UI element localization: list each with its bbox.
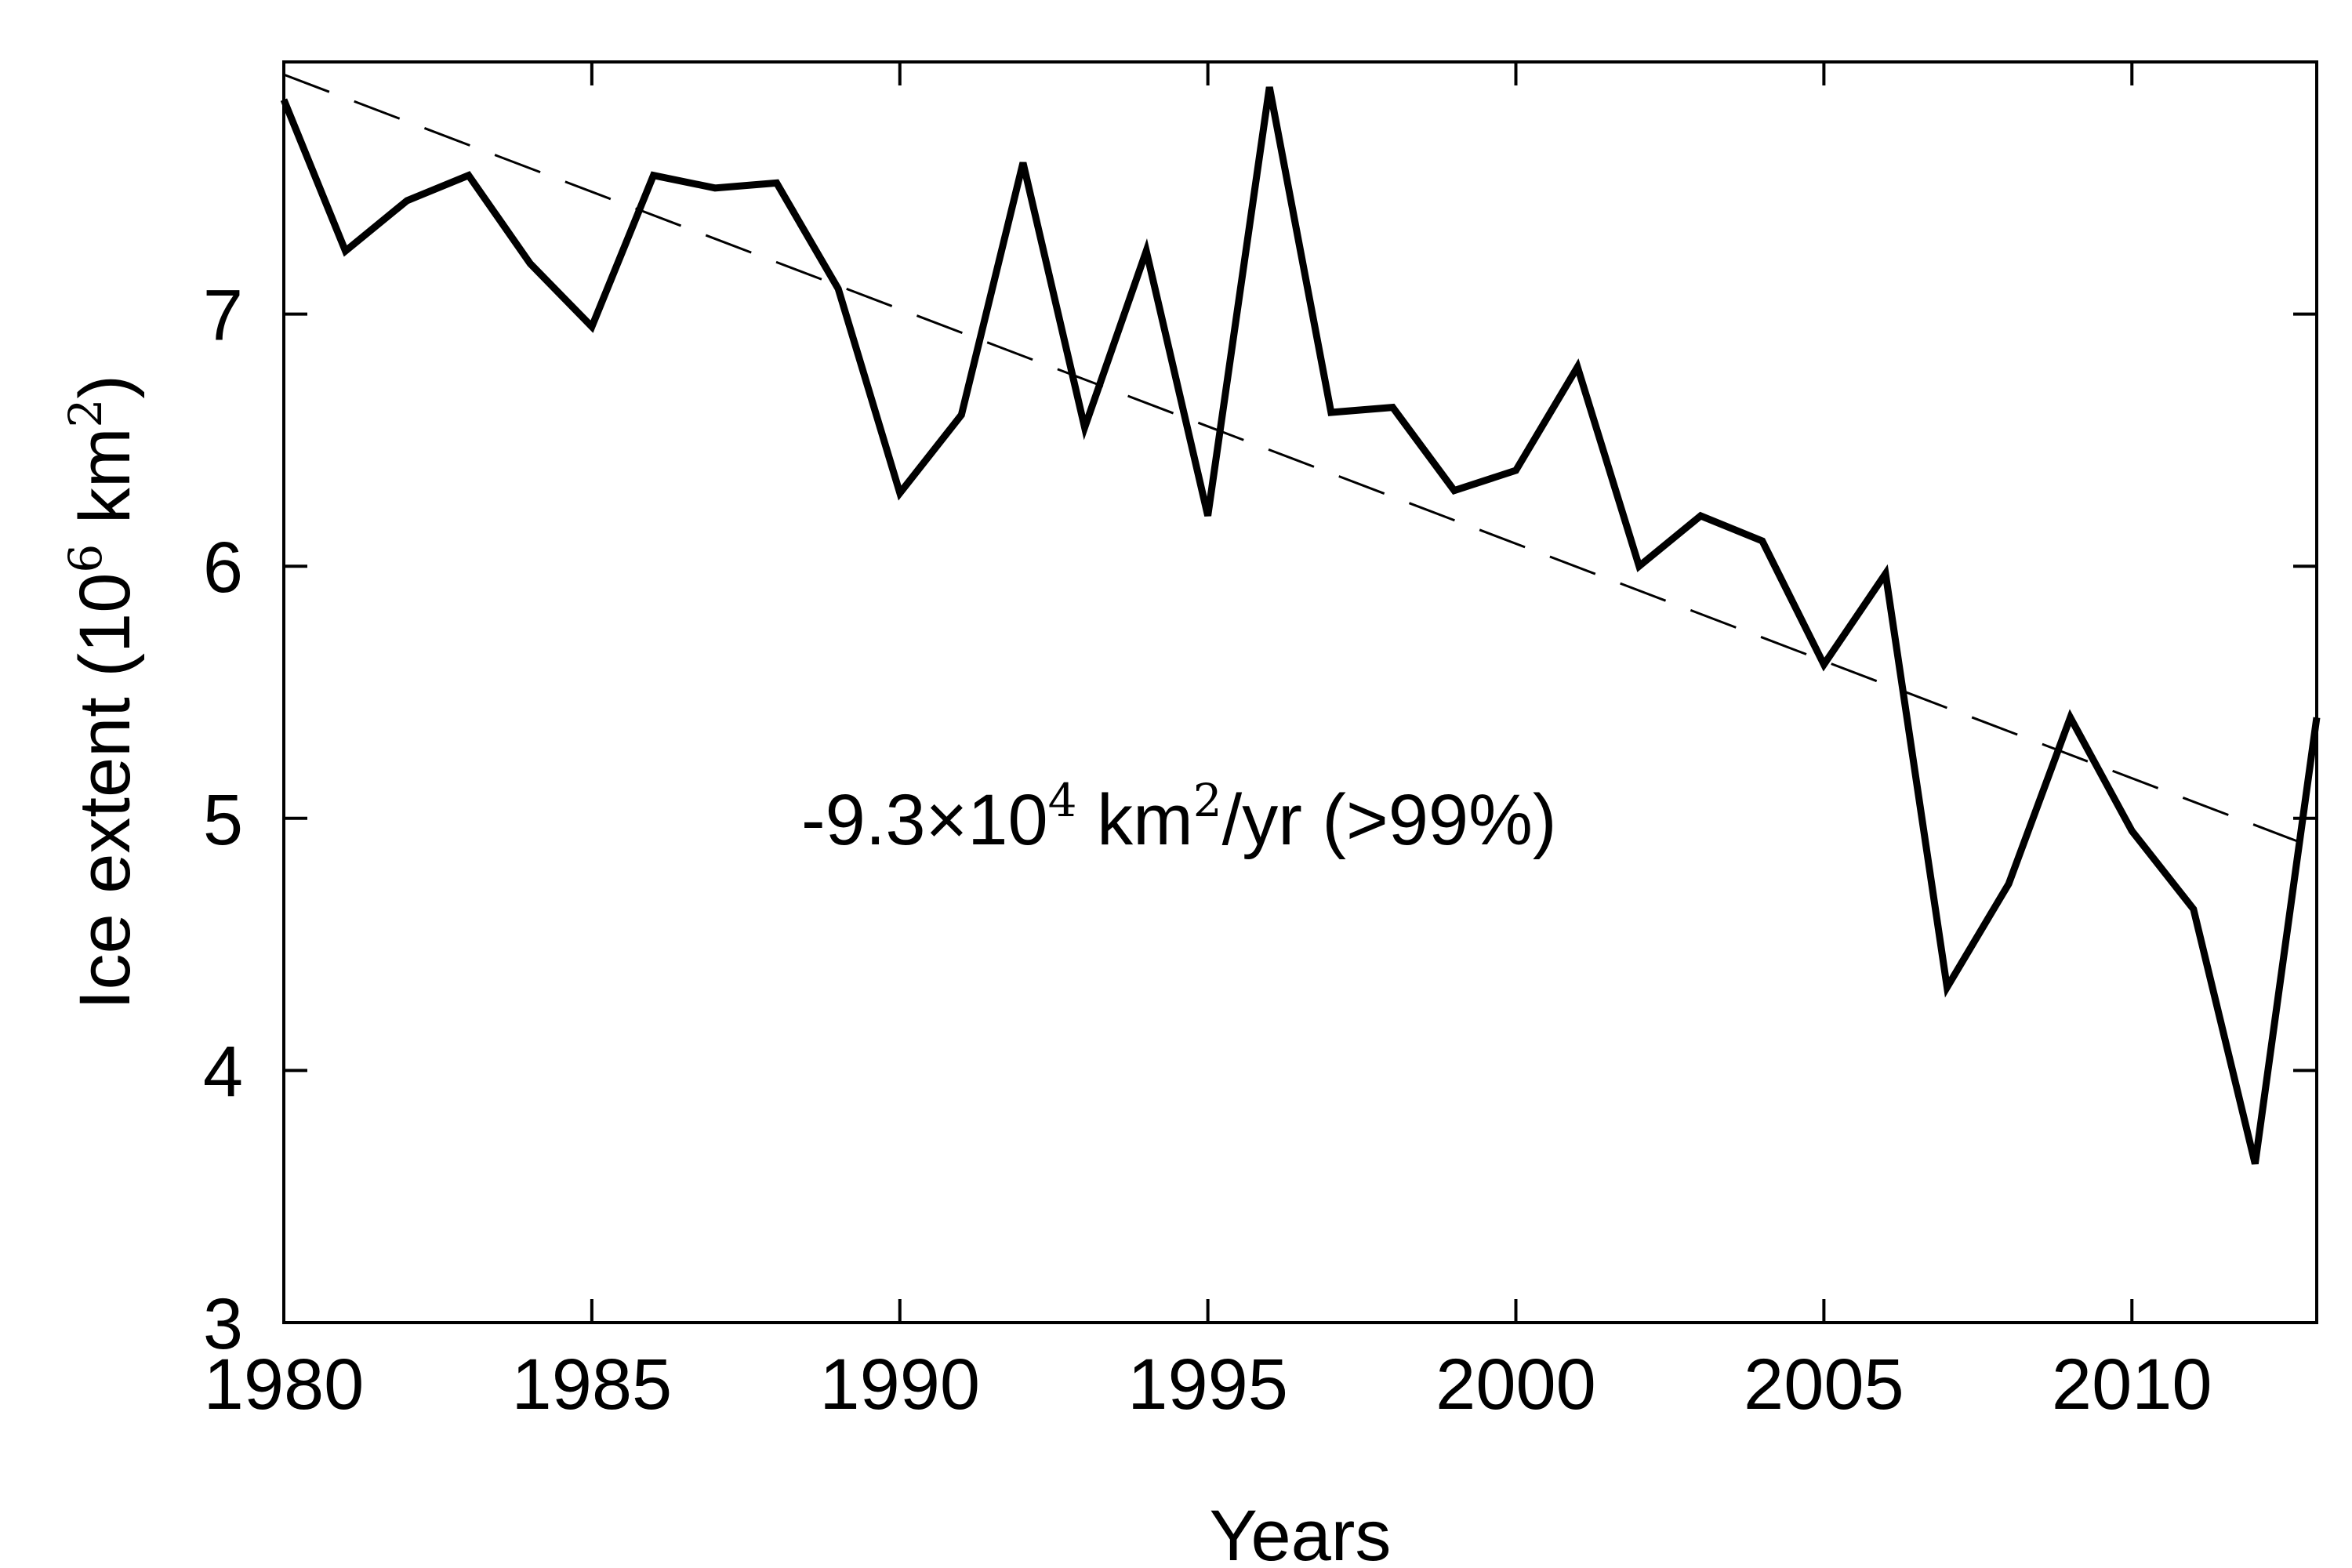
x-tick-label: 1985 xyxy=(512,1345,673,1425)
x-axis-label: Years xyxy=(1210,1496,1392,1568)
y-tick-label: 3 xyxy=(203,1284,243,1364)
y-tick-label: 5 xyxy=(203,780,243,860)
x-tick-label: 1995 xyxy=(1127,1345,1288,1425)
ticks-layer: 1980 1985 1990 1995 2000 2005 2010 3 4 5 6 7 xyxy=(203,62,2317,1425)
series-layer xyxy=(280,73,2321,1165)
y-axis-label: Ice extent (106 km2) xyxy=(59,375,145,1010)
x-tick-label: 2000 xyxy=(1436,1345,1596,1425)
trend-annotation: -9.3×104 km2/yr (>99%) xyxy=(801,774,1557,860)
y-tick-label: 4 xyxy=(203,1032,243,1112)
ice-extent-series xyxy=(280,86,2321,1165)
y-tick-label: 6 xyxy=(203,528,243,608)
x-tick-label: 2005 xyxy=(1744,1345,1904,1425)
x-tick-label: 2010 xyxy=(2052,1345,2212,1425)
x-tick-label: 1980 xyxy=(204,1345,365,1425)
x-tick-label: 1990 xyxy=(819,1345,980,1425)
plot-frame xyxy=(282,60,2318,1324)
trend-line xyxy=(283,73,2318,850)
y-tick-label: 7 xyxy=(203,276,243,356)
